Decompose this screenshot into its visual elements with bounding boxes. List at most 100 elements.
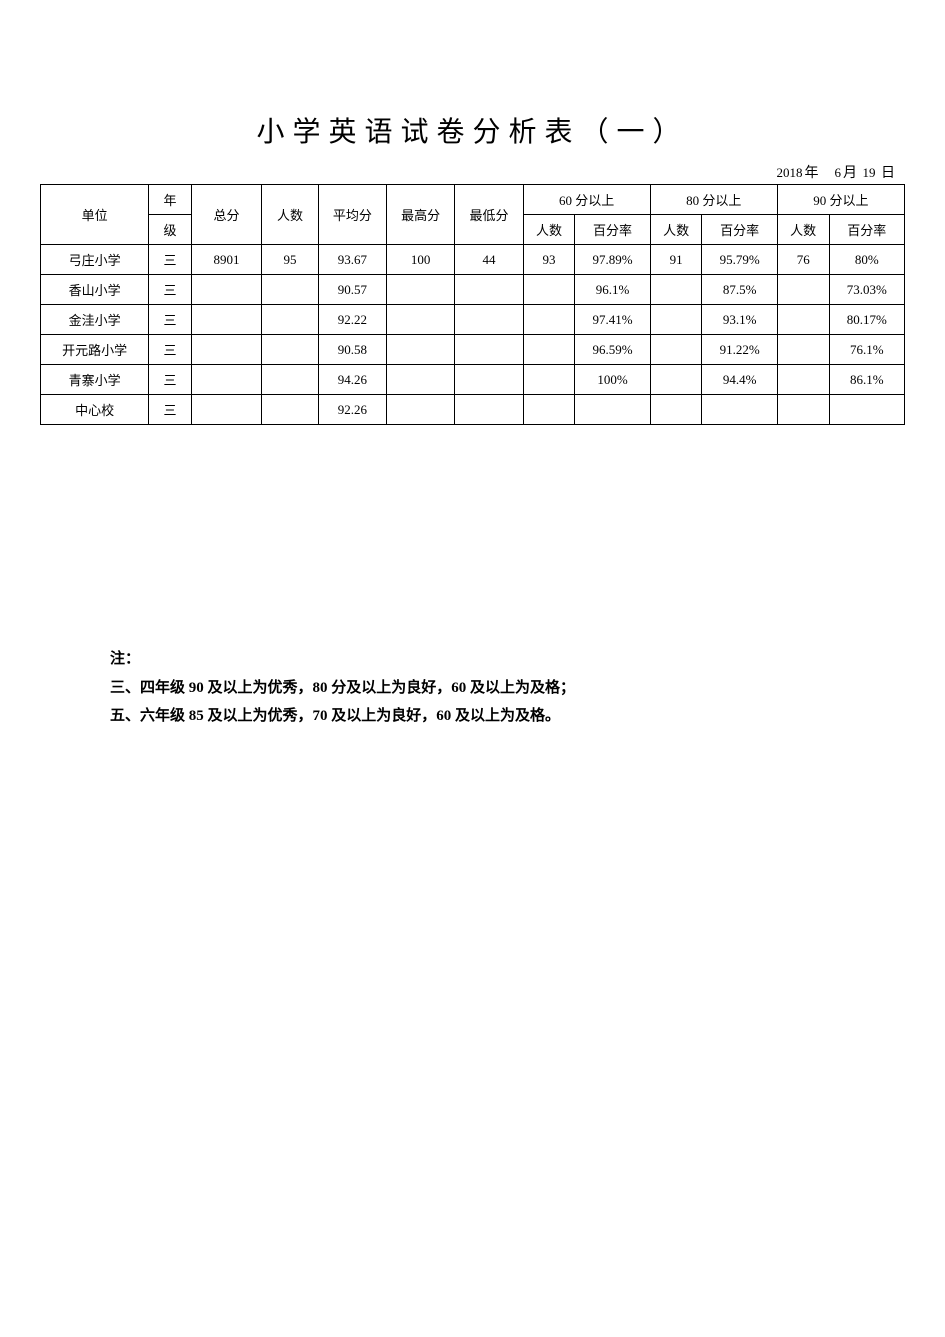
cell-60-pct: 97.41%	[575, 305, 650, 335]
cell-count	[262, 365, 319, 395]
date-year: 2018	[777, 165, 803, 180]
cell-grade: 三	[149, 275, 191, 305]
cell-grade: 三	[149, 305, 191, 335]
cell-unit: 中心校	[41, 395, 149, 425]
cell-count	[262, 305, 319, 335]
cell-count	[262, 335, 319, 365]
col-min: 最低分	[455, 185, 523, 245]
cell-60-pct: 100%	[575, 365, 650, 395]
cell-60-pct: 96.1%	[575, 275, 650, 305]
cell-60-pct	[575, 395, 650, 425]
col-count: 人数	[262, 185, 319, 245]
cell-max	[387, 275, 455, 305]
col-group-90: 90 分以上	[777, 185, 904, 215]
cell-max: 100	[387, 245, 455, 275]
cell-unit: 青寨小学	[41, 365, 149, 395]
cell-avg: 90.58	[318, 335, 386, 365]
cell-count	[262, 395, 319, 425]
cell-min	[455, 365, 523, 395]
cell-avg: 94.26	[318, 365, 386, 395]
cell-grade: 三	[149, 365, 191, 395]
cell-min	[455, 395, 523, 425]
cell-90-pct: 86.1%	[829, 365, 904, 395]
col-total: 总分	[191, 185, 262, 245]
cell-90-pct: 76.1%	[829, 335, 904, 365]
table-row: 开元路小学 三 90.58 96.59% 91.22% 76.1%	[41, 335, 905, 365]
notes-line-1: 三、四年级 90 及以上为优秀，80 分及以上为良好，60 及以上为及格；	[110, 674, 905, 703]
cell-80-pct: 87.5%	[702, 275, 777, 305]
col-group-80: 80 分以上	[650, 185, 777, 215]
col-grade-bottom: 级	[149, 215, 191, 245]
cell-80-pct: 95.79%	[702, 245, 777, 275]
cell-60-pct: 97.89%	[575, 245, 650, 275]
cell-60-count	[523, 335, 575, 365]
cell-min	[455, 275, 523, 305]
col-80-count: 人数	[650, 215, 702, 245]
col-80-pct: 百分率	[702, 215, 777, 245]
table-row: 青寨小学 三 94.26 100% 94.4% 86.1%	[41, 365, 905, 395]
notes-label: 注：	[110, 645, 905, 674]
analysis-table: 单位 年 总分 人数 平均分 最高分 最低分 60 分以上 80 分以上 90 …	[40, 184, 905, 425]
col-unit: 单位	[41, 185, 149, 245]
table-header-row-1: 单位 年 总分 人数 平均分 最高分 最低分 60 分以上 80 分以上 90 …	[41, 185, 905, 215]
notes-line-2: 五、六年级 85 及以上为优秀，70 及以上为良好，60 及以上为及格。	[110, 702, 905, 731]
date-line: 2018年 6月 19 日	[40, 162, 905, 182]
cell-90-count: 76	[777, 245, 829, 275]
cell-grade: 三	[149, 395, 191, 425]
cell-unit: 弓庄小学	[41, 245, 149, 275]
cell-max	[387, 365, 455, 395]
cell-60-count	[523, 395, 575, 425]
table-row: 弓庄小学 三 8901 95 93.67 100 44 93 97.89% 91…	[41, 245, 905, 275]
table-row: 香山小学 三 90.57 96.1% 87.5% 73.03%	[41, 275, 905, 305]
cell-count	[262, 275, 319, 305]
cell-80-count	[650, 335, 702, 365]
notes-section: 注： 三、四年级 90 及以上为优秀，80 分及以上为良好，60 及以上为及格；…	[110, 645, 905, 731]
cell-90-count	[777, 395, 829, 425]
cell-total	[191, 305, 262, 335]
cell-total	[191, 365, 262, 395]
cell-90-pct	[829, 395, 904, 425]
cell-min	[455, 305, 523, 335]
date-day: 19	[863, 165, 876, 180]
date-month-suffix: 月	[843, 166, 857, 181]
table-row: 中心校 三 92.26	[41, 395, 905, 425]
date-month: 6	[835, 165, 842, 180]
col-60-count: 人数	[523, 215, 575, 245]
cell-90-count	[777, 275, 829, 305]
col-90-count: 人数	[777, 215, 829, 245]
cell-80-pct	[702, 395, 777, 425]
cell-max	[387, 305, 455, 335]
page-title: 小学英语试卷分析表（一）	[40, 110, 905, 150]
cell-avg: 92.22	[318, 305, 386, 335]
cell-90-pct: 80%	[829, 245, 904, 275]
cell-60-pct: 96.59%	[575, 335, 650, 365]
cell-min: 44	[455, 245, 523, 275]
cell-avg: 90.57	[318, 275, 386, 305]
cell-80-count	[650, 305, 702, 335]
table-body: 弓庄小学 三 8901 95 93.67 100 44 93 97.89% 91…	[41, 245, 905, 425]
cell-90-count	[777, 335, 829, 365]
cell-60-count	[523, 365, 575, 395]
cell-90-pct: 80.17%	[829, 305, 904, 335]
cell-max	[387, 335, 455, 365]
table-head: 单位 年 总分 人数 平均分 最高分 最低分 60 分以上 80 分以上 90 …	[41, 185, 905, 245]
cell-avg: 92.26	[318, 395, 386, 425]
col-60-pct: 百分率	[575, 215, 650, 245]
table-row: 金洼小学 三 92.22 97.41% 93.1% 80.17%	[41, 305, 905, 335]
cell-60-count	[523, 275, 575, 305]
cell-90-count	[777, 305, 829, 335]
col-avg: 平均分	[318, 185, 386, 245]
cell-count: 95	[262, 245, 319, 275]
cell-unit: 金洼小学	[41, 305, 149, 335]
date-year-suffix: 年	[805, 166, 819, 181]
cell-80-count	[650, 275, 702, 305]
cell-60-count	[523, 305, 575, 335]
cell-grade: 三	[149, 245, 191, 275]
cell-unit: 开元路小学	[41, 335, 149, 365]
cell-80-count	[650, 395, 702, 425]
cell-80-pct: 93.1%	[702, 305, 777, 335]
col-90-pct: 百分率	[829, 215, 904, 245]
cell-avg: 93.67	[318, 245, 386, 275]
cell-60-count: 93	[523, 245, 575, 275]
cell-total	[191, 335, 262, 365]
